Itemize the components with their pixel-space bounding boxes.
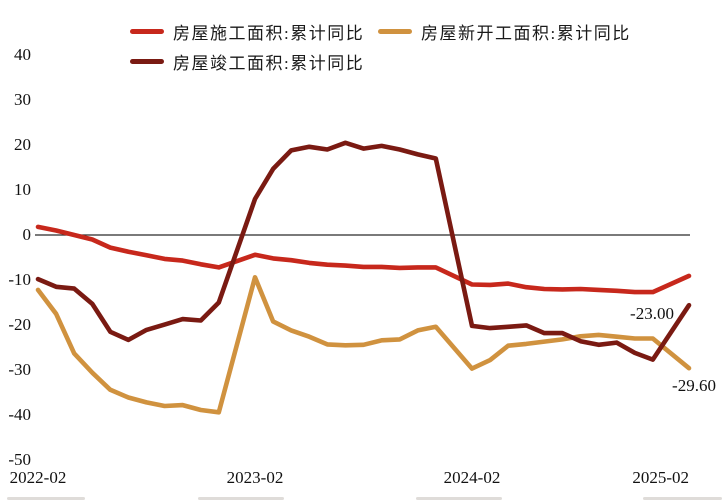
y-tick-label: -20 xyxy=(8,315,31,334)
legend-item-new-starts-area: 房屋新开工面积:累计同比 xyxy=(378,22,631,43)
legend-label-construction-area: 房屋施工面积:累计同比 xyxy=(173,23,365,43)
legend-item-completed-area: 房屋竣工面积:累计同比 xyxy=(130,52,364,73)
cropped-text-artifact xyxy=(198,497,284,500)
cropped-text-artifact xyxy=(416,497,502,500)
y-tick-label: 10 xyxy=(14,180,31,199)
y-tick-label: -10 xyxy=(8,270,31,289)
y-tick-label: 20 xyxy=(14,135,31,154)
x-tick-label: 2024-02 xyxy=(443,468,501,487)
y-tick-label: 40 xyxy=(14,45,31,64)
cropped-text-artifact xyxy=(7,497,85,500)
legend-label-new-starts-area: 房屋新开工面积:累计同比 xyxy=(421,23,631,43)
data-point-label: -29.60 xyxy=(672,376,716,395)
y-tick-label: 30 xyxy=(14,90,31,109)
legend-label-completed-area: 房屋竣工面积:累计同比 xyxy=(173,53,365,73)
legend-swatch-construction-area xyxy=(130,28,164,34)
y-tick-label: -40 xyxy=(8,405,31,424)
x-tick-label: 2022-02 xyxy=(9,468,67,487)
x-tick-label: 2023-02 xyxy=(226,468,284,487)
x-tick-label: 2025-02 xyxy=(632,468,689,487)
series-line-2 xyxy=(35,140,692,362)
y-tick-label: -50 xyxy=(8,450,31,469)
legend-item-construction-area: 房屋施工面积:累计同比 xyxy=(130,22,364,43)
legend-swatch-completed-area xyxy=(130,58,164,64)
legend-swatch-new-starts-area xyxy=(378,28,412,34)
data-point-label: -23.00 xyxy=(630,304,674,323)
y-tick-label: 0 xyxy=(22,225,32,244)
series-line-0 xyxy=(35,224,692,295)
y-tick-label: -30 xyxy=(8,360,31,379)
cropped-text-artifact xyxy=(643,497,722,500)
